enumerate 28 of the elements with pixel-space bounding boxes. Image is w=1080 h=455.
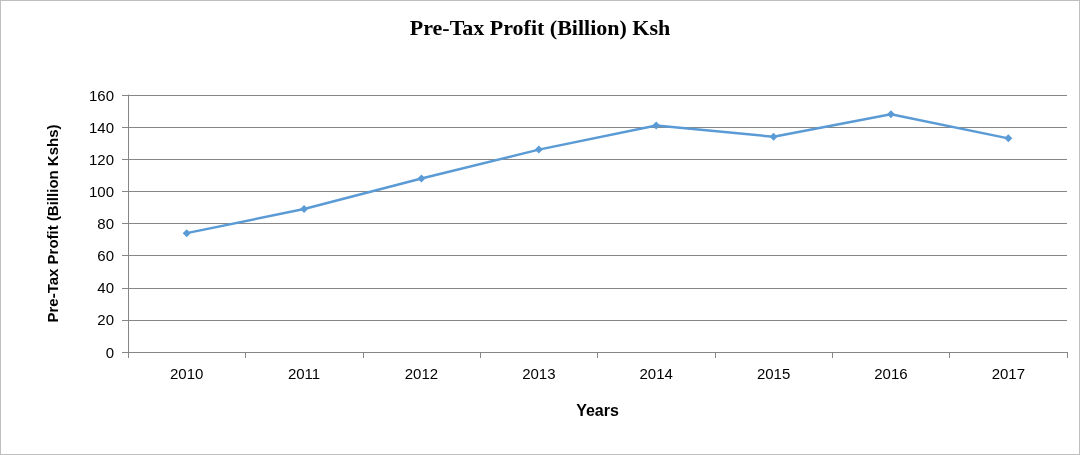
x-tick-label: 2011 bbox=[287, 365, 321, 382]
chart-title: Pre-Tax Profit (Billion) Ksh bbox=[409, 14, 671, 40]
y-tick-label: 0 bbox=[105, 343, 114, 361]
y-tick-label: 160 bbox=[88, 86, 114, 104]
point bbox=[182, 229, 191, 238]
x-tick-label: 2012 bbox=[404, 365, 439, 382]
y-tick-label: 140 bbox=[88, 118, 114, 136]
y-axis-title: Pre-Tax Profit (Billion Kshs) bbox=[44, 124, 61, 323]
point bbox=[769, 132, 778, 141]
point bbox=[1004, 134, 1013, 143]
x-tick-label: 2017 bbox=[991, 365, 1025, 382]
y-tick-label: 60 bbox=[97, 247, 114, 265]
point bbox=[300, 205, 309, 214]
x-tick-label: 2016 bbox=[874, 365, 908, 382]
x-tick-label: 2015 bbox=[756, 365, 791, 382]
x-axis-title: Years bbox=[576, 401, 619, 419]
y-tick-label: 20 bbox=[97, 311, 114, 329]
point bbox=[534, 145, 543, 154]
y-tick-label: 40 bbox=[97, 279, 114, 297]
point bbox=[886, 110, 895, 119]
point bbox=[652, 121, 661, 130]
y-tick-label: 80 bbox=[97, 215, 114, 232]
y-tick-label: 120 bbox=[88, 150, 114, 168]
y-tick-label: 100 bbox=[88, 182, 114, 200]
point bbox=[417, 174, 426, 183]
x-tick-label: 2010 bbox=[170, 365, 204, 382]
x-tick-label: 2014 bbox=[639, 365, 673, 382]
x-tick-label: 2013 bbox=[522, 365, 556, 382]
